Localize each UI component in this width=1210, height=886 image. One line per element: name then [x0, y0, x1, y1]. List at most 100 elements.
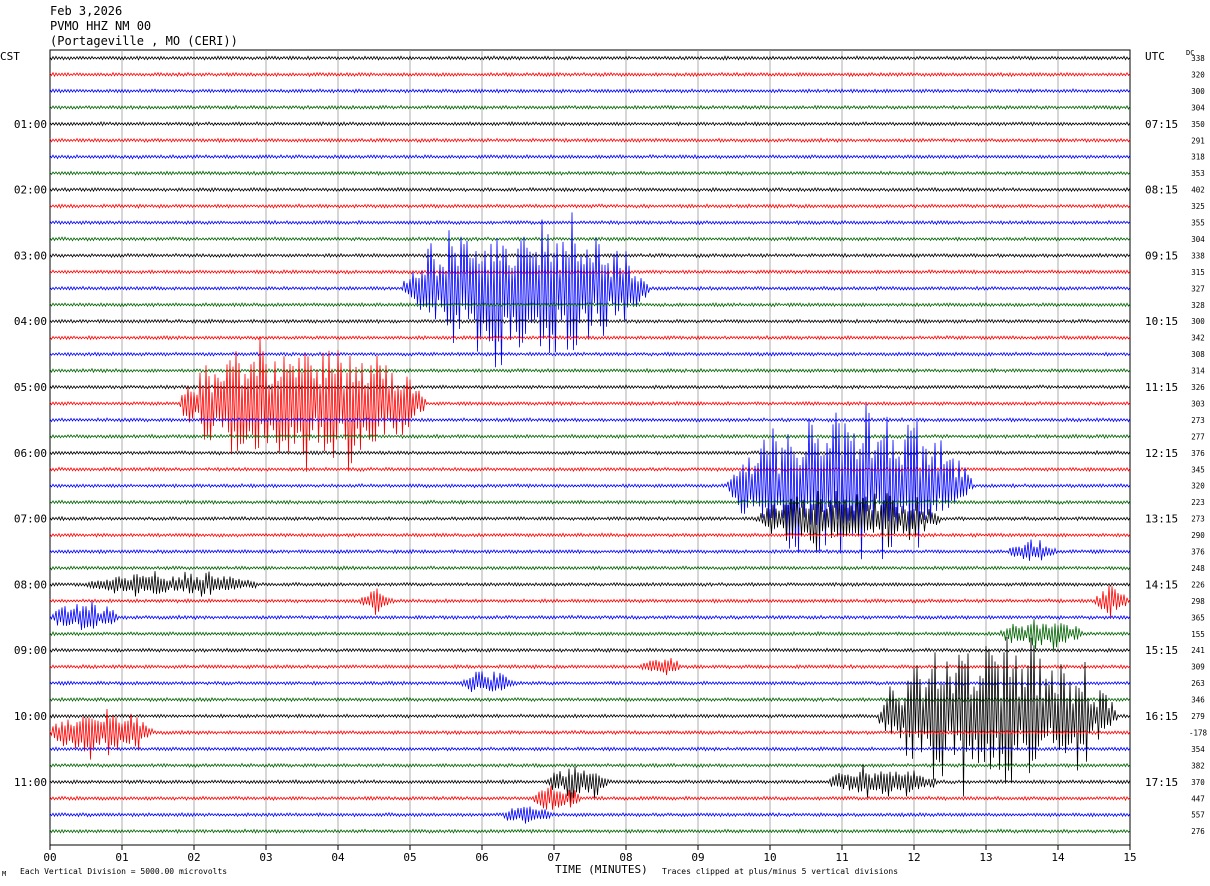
right-hour-label: 14:15	[1145, 578, 1178, 591]
x-tick-label: 14	[1051, 851, 1065, 864]
dc-offset-label: 328	[1191, 301, 1205, 310]
dc-offset-label: -178	[1189, 728, 1208, 737]
dc-offset-label: 365	[1191, 613, 1205, 622]
dc-offset-label: 304	[1191, 103, 1205, 112]
dc-offset-label: 318	[1191, 153, 1205, 162]
seismic-trace	[49, 137, 1131, 144]
seismic-trace	[49, 601, 1131, 631]
left-hour-label: 11:00	[14, 776, 47, 789]
seismic-trace	[49, 585, 1131, 618]
x-tick-label: 00	[43, 851, 56, 864]
dc-offset-label: 326	[1191, 383, 1205, 392]
timezone-right-label: UTC	[1145, 50, 1165, 63]
header-date: Feb 3,2026	[50, 4, 123, 18]
x-tick-label: 04	[331, 851, 345, 864]
x-tick-label: 02	[187, 851, 200, 864]
dc-offset-label: 350	[1191, 120, 1205, 129]
dc-offset-label: 315	[1191, 268, 1205, 277]
dc-offset-label: 279	[1191, 712, 1205, 721]
header-station: PVMO HHZ NM 00	[50, 19, 152, 33]
seismic-trace	[49, 318, 1131, 324]
dc-offset-label: 241	[1191, 646, 1205, 655]
dc-offset-label: 290	[1191, 531, 1205, 540]
seismic-trace	[49, 236, 1131, 242]
seismic-trace	[49, 336, 1131, 472]
dc-offset-label: 314	[1191, 367, 1205, 376]
x-tick-label: 01	[115, 851, 128, 864]
left-hour-label: 02:00	[14, 184, 47, 197]
seismic-trace	[49, 88, 1131, 94]
seismic-trace	[49, 571, 1131, 597]
seismic-trace	[49, 806, 1131, 824]
seismic-trace	[49, 203, 1131, 209]
seismic-trace	[49, 403, 1131, 560]
seismic-trace	[49, 104, 1131, 111]
x-tick-label: 05	[403, 851, 416, 864]
seismic-trace	[49, 490, 1131, 552]
dc-offset-label: 325	[1191, 202, 1205, 211]
seismic-trace	[49, 153, 1131, 160]
seismic-trace	[49, 647, 1131, 654]
right-hour-label: 16:15	[1145, 710, 1178, 723]
seismic-trace	[49, 351, 1131, 357]
x-tick-label: 08	[619, 851, 632, 864]
seismic-trace	[49, 120, 1131, 127]
right-hour-label: 15:15	[1145, 644, 1178, 657]
seismic-trace	[49, 785, 1131, 810]
dc-offset-label: 338	[1191, 251, 1205, 260]
dc-offset-label: 155	[1191, 630, 1205, 639]
x-tick-label: 13	[979, 851, 992, 864]
seismic-trace	[49, 708, 1131, 760]
seismic-trace	[49, 636, 1131, 797]
dc-offset-label: 370	[1191, 778, 1205, 787]
header-location: (Portageville , MO (CERI))	[50, 34, 238, 48]
seismic-trace	[49, 417, 1131, 423]
dc-offset-label: 345	[1191, 465, 1205, 474]
dc-offset-label: 273	[1191, 515, 1205, 524]
x-tick-label: 03	[259, 851, 272, 864]
dc-offset-label: 263	[1191, 679, 1205, 688]
corner-mark: M	[2, 870, 7, 878]
right-hour-label: 10:15	[1145, 315, 1178, 328]
left-hour-label: 03:00	[14, 249, 47, 262]
right-hour-label: 17:15	[1145, 776, 1178, 789]
dc-offset-label: 300	[1191, 317, 1205, 326]
x-tick-label: 09	[691, 851, 704, 864]
dc-offset-label: 308	[1191, 350, 1205, 359]
seismic-trace	[49, 367, 1131, 374]
seismic-trace	[49, 384, 1131, 390]
seismic-trace	[49, 762, 1131, 769]
x-tick-label: 11	[835, 851, 848, 864]
dc-offset-label: 346	[1191, 696, 1205, 705]
seismic-trace	[49, 55, 1131, 61]
x-tick-label: 15	[1123, 851, 1136, 864]
seismic-trace	[49, 71, 1131, 78]
seismic-trace	[49, 565, 1131, 571]
dc-offset-label: 557	[1191, 811, 1205, 820]
x-tick-label: 06	[475, 851, 488, 864]
right-hour-label: 07:15	[1145, 118, 1178, 131]
left-hour-label: 10:00	[14, 710, 47, 723]
dc-offset-label: 273	[1191, 416, 1205, 425]
left-hour-label: 04:00	[14, 315, 47, 328]
dc-offset-label: 447	[1191, 794, 1205, 803]
dc-offset-label: 320	[1191, 70, 1205, 79]
right-hour-label: 13:15	[1145, 513, 1178, 526]
left-hour-label: 07:00	[14, 513, 47, 526]
x-axis-label: TIME (MINUTES)	[555, 863, 648, 876]
dc-offset-label: 354	[1191, 745, 1205, 754]
axis-label-group: 00 01 02 03 04 05 06 07 08 09 10 11 12 13 14 15 338 320 30…	[14, 54, 1208, 864]
dc-offset-label: 298	[1191, 597, 1205, 606]
clip-note: Traces clipped at plus/minus 5 vertical …	[662, 867, 899, 876]
seismic-trace	[49, 301, 1131, 308]
seismic-trace	[49, 170, 1131, 176]
seismic-trace	[49, 539, 1131, 561]
seismic-trace	[49, 219, 1131, 226]
seismic-trace	[49, 212, 1131, 368]
dc-offset-label: 276	[1191, 827, 1205, 836]
seismic-trace	[49, 696, 1131, 703]
dc-offset-label: 376	[1191, 449, 1205, 458]
dc-offset-label: 291	[1191, 136, 1205, 145]
plot-grid	[49, 49, 1131, 850]
